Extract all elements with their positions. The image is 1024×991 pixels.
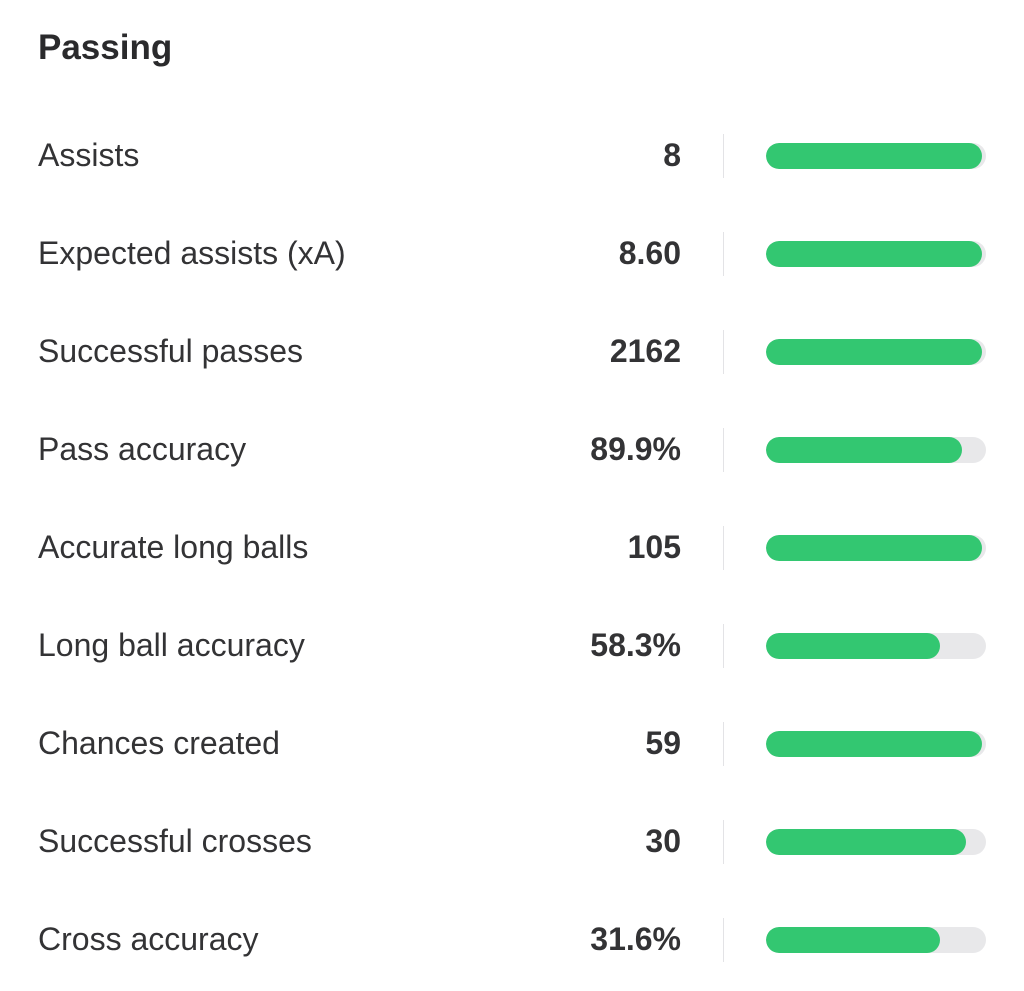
stat-label: Cross accuracy	[38, 921, 259, 957]
stat-label: Assists	[38, 137, 140, 173]
percentile-bar-fill	[766, 535, 982, 561]
stat-value: 58.3%	[590, 627, 681, 663]
stat-label: Long ball accuracy	[38, 627, 305, 663]
stat-label: Accurate long balls	[38, 529, 309, 565]
stat-value: 105	[627, 529, 681, 565]
stat-label: Successful crosses	[38, 823, 312, 859]
percentile-bar-fill	[766, 927, 940, 953]
percentile-bar-fill	[766, 437, 962, 463]
percentile-bar	[766, 633, 986, 659]
percentile-bar	[766, 339, 986, 365]
percentile-bar-fill	[766, 731, 982, 757]
stat-row-long-ball-accuracy[interactable]: Long ball accuracy 58.3%	[0, 596, 1024, 694]
divider	[723, 330, 724, 374]
stat-row-assists[interactable]: Assists 8	[0, 106, 1024, 204]
stat-row-accurate-long-balls[interactable]: Accurate long balls 105	[0, 498, 1024, 596]
stat-label: Pass accuracy	[38, 431, 247, 467]
stat-value: 8.60	[618, 235, 681, 271]
percentile-bar-fill	[766, 633, 940, 659]
stat-value: 8	[663, 137, 681, 173]
divider	[723, 918, 724, 962]
divider	[723, 526, 724, 570]
percentile-bar	[766, 535, 986, 561]
stat-row-pass-accuracy[interactable]: Pass accuracy 89.9%	[0, 400, 1024, 498]
divider	[723, 232, 724, 276]
divider	[723, 722, 724, 766]
percentile-bar-fill	[766, 829, 967, 855]
stat-list: Assists 8 Expected assists (xA) 8.60 Suc…	[0, 106, 1024, 988]
stat-label: Successful passes	[38, 333, 304, 369]
percentile-bar	[766, 241, 986, 267]
percentile-bar	[766, 927, 986, 953]
percentile-bar	[766, 437, 986, 463]
stat-value: 59	[645, 725, 681, 761]
divider	[723, 134, 724, 178]
stat-value: 89.9%	[590, 431, 681, 467]
stat-label: Expected assists (xA)	[38, 235, 346, 271]
stat-value: 2162	[609, 333, 681, 369]
stat-row-chances-created[interactable]: Chances created 59	[0, 694, 1024, 792]
percentile-bar	[766, 829, 986, 855]
divider	[723, 428, 724, 472]
percentile-bar	[766, 731, 986, 757]
stat-row-expected-assists[interactable]: Expected assists (xA) 8.60	[0, 204, 1024, 302]
divider	[723, 624, 724, 668]
percentile-bar	[766, 143, 986, 169]
stat-label: Chances created	[38, 725, 280, 761]
percentile-bar-fill	[766, 143, 982, 169]
stat-row-successful-passes[interactable]: Successful passes 2162	[0, 302, 1024, 400]
stat-value: 31.6%	[590, 921, 681, 957]
percentile-bar-fill	[766, 241, 982, 267]
percentile-bar-fill	[766, 339, 982, 365]
stat-row-cross-accuracy[interactable]: Cross accuracy 31.6%	[0, 890, 1024, 988]
stat-value: 30	[645, 823, 681, 859]
section-title: Passing	[38, 28, 173, 67]
stat-row-successful-crosses[interactable]: Successful crosses 30	[0, 792, 1024, 890]
divider	[723, 820, 724, 864]
